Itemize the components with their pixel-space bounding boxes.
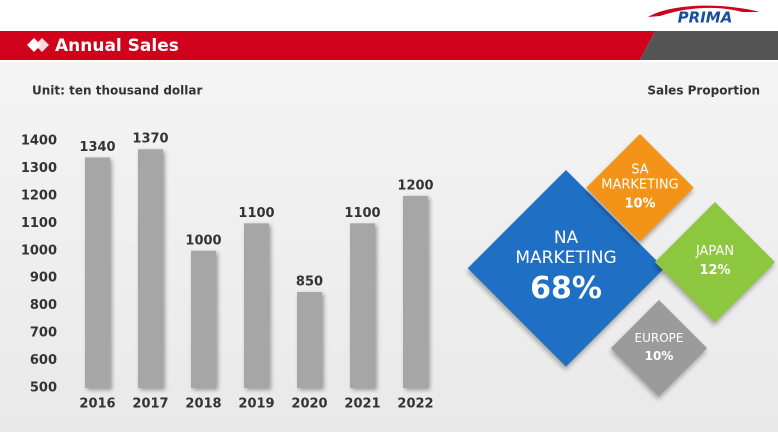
x-tick-label: 2019 <box>238 397 274 412</box>
y-tick-label: 800 <box>30 298 57 313</box>
bar <box>85 157 110 388</box>
y-tick-label: 500 <box>30 381 57 396</box>
diamond-group: EUROPE 10% <box>611 300 707 396</box>
category-label: SA MARKETING <box>601 162 679 193</box>
y-tick-label: 1100 <box>21 216 57 231</box>
header-title: Annual Sales <box>55 36 179 56</box>
diamond-title: Sales Proportion <box>647 84 760 98</box>
data-label: 1000 <box>185 233 221 248</box>
diamond-group: SA MARKETING 10% <box>586 134 694 242</box>
logo: PRIMA <box>678 9 733 27</box>
y-tick-label: 900 <box>30 271 57 286</box>
data-label: 1340 <box>79 140 115 155</box>
header-icon <box>27 38 49 52</box>
header-band-dark <box>640 31 778 60</box>
diamond-label: JAPAN 12% <box>675 244 755 279</box>
y-tick-label: 600 <box>30 353 57 368</box>
x-tick-label: 2022 <box>397 397 433 412</box>
diamond-label: NA MARKETING 68% <box>511 228 621 307</box>
x-tick-label: 2021 <box>344 397 380 412</box>
y-tick-label: 1400 <box>21 134 57 149</box>
diamond-label: EUROPE 10% <box>624 331 694 364</box>
category-label: EUROPE <box>634 331 684 346</box>
category-label: NA MARKETING <box>515 228 617 268</box>
diamond-group: JAPAN 12% <box>655 202 775 322</box>
category-label: JAPAN <box>695 244 735 260</box>
x-tick-label: 2016 <box>79 397 115 412</box>
y-tick-label: 1000 <box>21 243 57 258</box>
value-label: 10% <box>624 196 656 212</box>
data-label: 1370 <box>132 132 168 147</box>
x-tick-label: 2020 <box>291 397 327 412</box>
data-label: 1200 <box>397 178 433 193</box>
y-tick-label: 1200 <box>21 188 57 203</box>
data-label: 1100 <box>344 206 380 221</box>
data-label: 1100 <box>238 206 274 221</box>
y-tick-label: 1300 <box>21 161 57 176</box>
bar <box>297 291 322 388</box>
diamond-label: SA MARKETING 10% <box>600 162 680 213</box>
header-band <box>0 31 655 60</box>
subtitle: Unit: ten thousand dollar <box>32 84 202 98</box>
x-tick-label: 2017 <box>132 397 168 412</box>
bar <box>244 223 269 388</box>
value-label: 68% <box>530 271 602 307</box>
value-label: 12% <box>699 263 731 278</box>
data-label: 850 <box>296 274 323 289</box>
y-tick-label: 700 <box>30 326 57 341</box>
bar <box>350 223 375 388</box>
bar <box>191 250 216 388</box>
bar <box>138 149 163 388</box>
bar <box>403 195 428 388</box>
diamond-group: NA MARKETING 68% <box>468 170 664 366</box>
value-label: 10% <box>644 349 674 363</box>
x-tick-label: 2018 <box>185 397 221 412</box>
logo-swoosh <box>648 5 760 17</box>
